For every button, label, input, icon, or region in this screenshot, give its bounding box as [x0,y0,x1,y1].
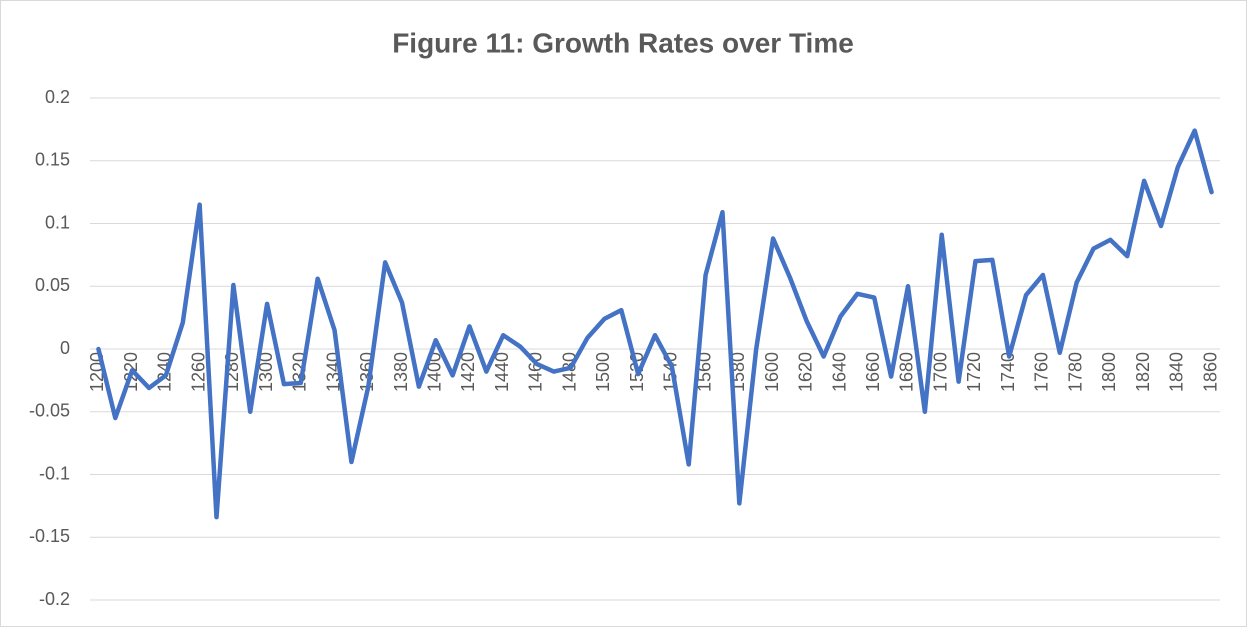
x-tick-label: 1620 [796,352,816,392]
y-tick-label: -0.1 [39,463,70,483]
x-tick-label: 1380 [391,352,411,392]
y-tick-label: 0.2 [45,87,70,107]
x-tick-label: 1820 [1133,352,1153,392]
x-tick-label: 1800 [1099,352,1119,392]
y-tick-label: -0.2 [39,589,70,609]
data-line [96,128,1214,520]
x-tick-label: 1660 [863,352,883,392]
x-tick-label: 1860 [1200,352,1220,392]
y-tick-label: 0.05 [35,275,70,295]
x-tick-label: 1260 [188,352,208,392]
x-tick-label: 1440 [492,352,512,392]
y-tick-label: 0.15 [35,150,70,170]
x-tick-label: 1780 [1065,352,1085,392]
x-tick-label: 1460 [526,352,546,392]
y-tick-label: -0.05 [29,401,70,421]
chart-title: Figure 11: Growth Rates over Time [392,27,854,58]
x-tick-label: 1640 [829,352,849,392]
y-tick-label: -0.15 [29,526,70,546]
x-tick-label: 1680 [897,352,917,392]
x-tick-label: 1760 [1032,352,1052,392]
x-tick-label: 1300 [256,352,276,392]
x-tick-label: 1840 [1167,352,1187,392]
x-tick-label: 1500 [593,352,613,392]
x-tick-label: 1700 [930,352,950,392]
y-tick-label: 0 [60,338,70,358]
x-tick-label: 1420 [458,352,478,392]
y-tick-label: 0.1 [45,212,70,232]
x-tick-label: 1600 [762,352,782,392]
x-tick-label: 1740 [998,352,1018,392]
x-tick-label: 1720 [964,352,984,392]
